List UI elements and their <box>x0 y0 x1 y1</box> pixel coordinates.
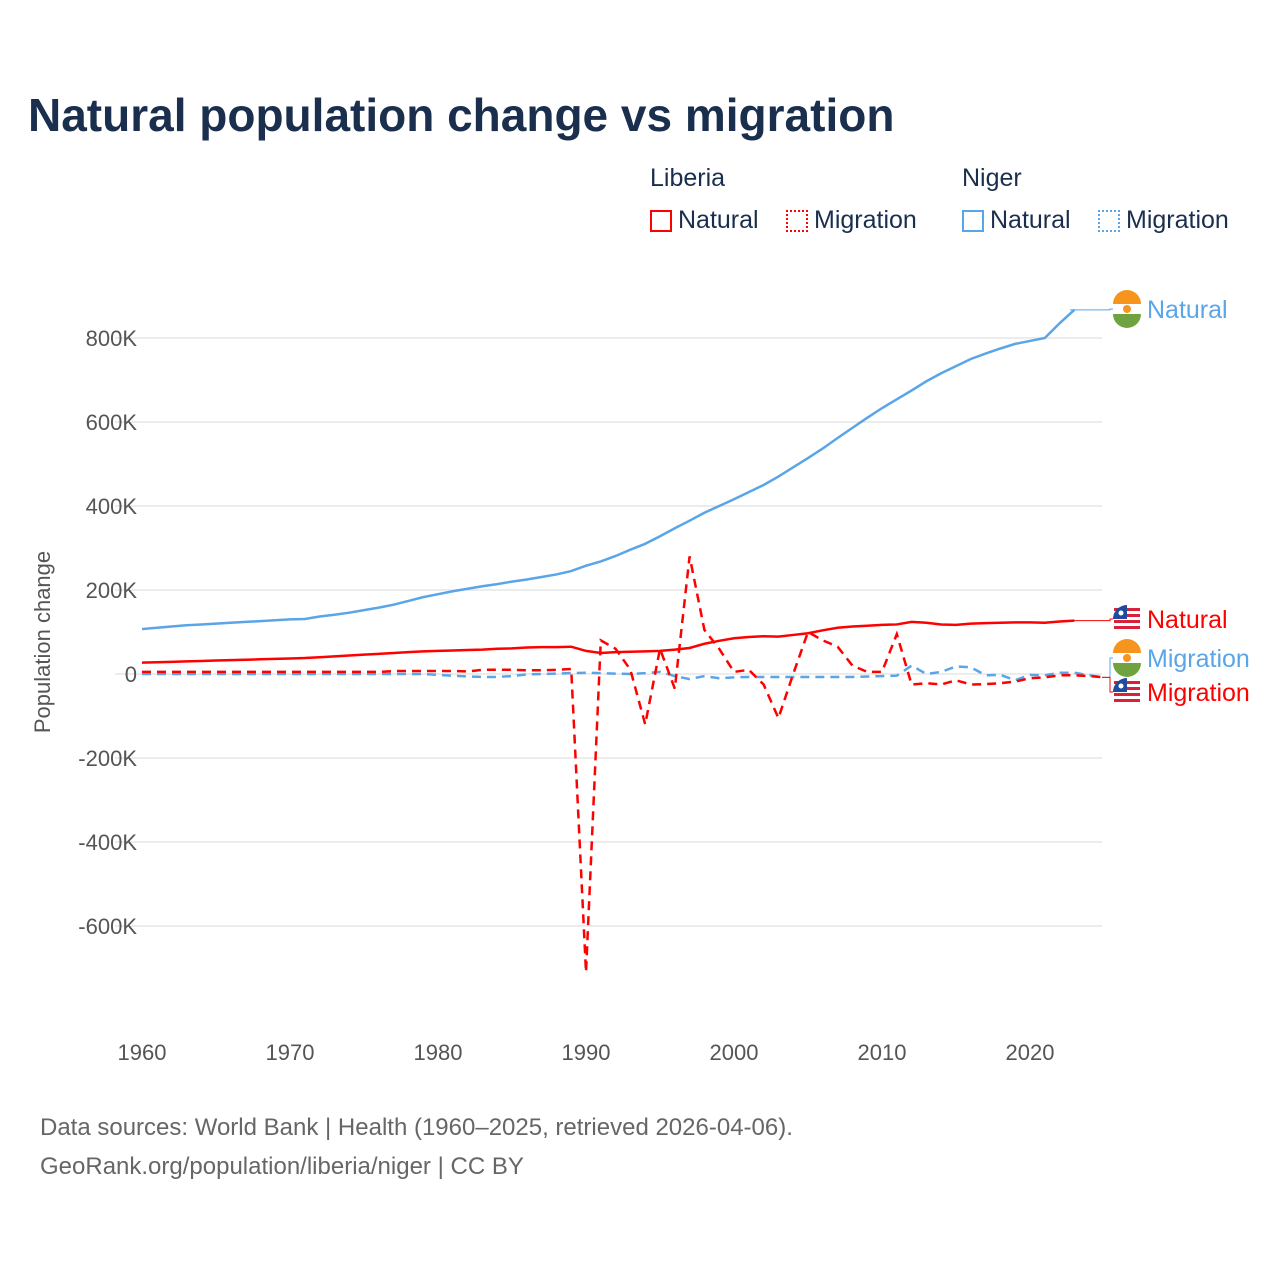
liberia-flag-icon <box>1113 678 1141 706</box>
legend-label: Migration <box>814 206 917 234</box>
legend-label: Natural <box>678 206 759 234</box>
legend-swatch <box>786 209 808 232</box>
series-line-niger-migration <box>142 664 1105 682</box>
legend-label: Migration <box>1126 206 1229 234</box>
x-tick-label: 2000 <box>710 1040 759 1065</box>
end-label: Natural <box>1147 606 1228 634</box>
y-tick-label: 800K <box>86 326 138 351</box>
legend-niger-migration[interactable]: Migration <box>1098 206 1229 235</box>
niger-flag-icon <box>1113 639 1141 677</box>
chart-title: Natural population change vs migration <box>28 89 895 141</box>
source-line-1: Data sources: World Bank | Health (1960–… <box>40 1114 793 1141</box>
source-line-2[interactable]: GeoRank.org/population/liberia/niger | C… <box>40 1153 524 1180</box>
legend-swatch <box>962 209 984 232</box>
y-tick-label: 400K <box>86 494 138 519</box>
end-label: Migration <box>1147 679 1250 707</box>
end-label-connector <box>1070 618 1114 622</box>
liberia-flag-icon <box>1113 605 1141 633</box>
legend-group-niger: Niger <box>962 164 1022 192</box>
legend-niger-natural[interactable]: Natural <box>962 206 1071 235</box>
end-label: Natural <box>1147 296 1228 324</box>
legend-label: Natural <box>990 206 1071 234</box>
y-axis-label: Population change <box>30 551 55 733</box>
end-label: Migration <box>1147 645 1250 673</box>
y-tick-label: -200K <box>78 746 137 771</box>
y-tick-label: 200K <box>86 578 138 603</box>
x-tick-label: 2010 <box>858 1040 907 1065</box>
x-tick-label: 2020 <box>1006 1040 1055 1065</box>
x-tick-label: 1980 <box>414 1040 463 1065</box>
end-label-connector <box>1102 676 1114 693</box>
series-line-liberia-natural <box>141 619 1075 664</box>
x-tick-label: 1990 <box>562 1040 611 1065</box>
y-tick-label: 600K <box>86 410 138 435</box>
y-tick-label: -400K <box>78 830 137 855</box>
niger-flag-icon <box>1113 290 1141 328</box>
legend-liberia-migration[interactable]: Migration <box>786 206 917 235</box>
legend-swatch <box>650 209 672 232</box>
legend-group-liberia: Liberia <box>650 164 726 192</box>
x-tick-label: 1970 <box>266 1040 315 1065</box>
y-tick-label: -600K <box>78 914 137 939</box>
y-tick-label: 0 <box>125 662 137 687</box>
legend-liberia-natural[interactable]: Natural <box>650 206 759 235</box>
series-line-niger-natural <box>141 308 1076 631</box>
x-tick-label: 1960 <box>118 1040 167 1065</box>
source-note: Data sources: World Bank | Health (1960–… <box>40 1108 793 1186</box>
end-label-connector <box>1070 308 1114 311</box>
series-line-liberia-migration <box>142 556 1105 973</box>
legend-swatch <box>1098 209 1120 232</box>
end-label-connector <box>1102 657 1114 678</box>
